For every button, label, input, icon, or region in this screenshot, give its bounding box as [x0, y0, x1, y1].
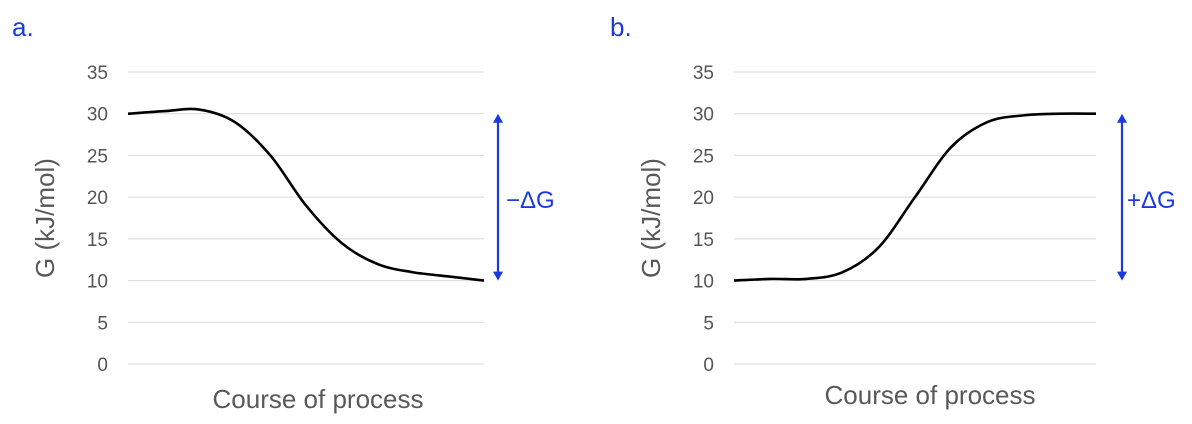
y-tick-label-5: 5: [97, 313, 108, 334]
y-tick-label-30: 30: [87, 105, 108, 126]
panel-b-y-axis-title: G (kJ/mol): [636, 158, 666, 278]
y-tick-label-25: 25: [693, 146, 714, 167]
panel-a-delta-arrowhead-bottom: [493, 271, 503, 281]
y-tick-label-0: 0: [703, 355, 714, 376]
y-tick-label-30: 30: [693, 105, 714, 126]
chart-panel-a: a. 0 5 10 15 20 25 30 35 G (kJ/mol) Course of p…: [12, 12, 555, 414]
panel-b-y-ticks: 0 5 10 15 20 25 30 35: [693, 63, 714, 376]
panel-b-series-line: [733, 112, 1097, 282]
panel-b-delta-arrowhead-bottom: [1117, 271, 1127, 281]
panel-b-label: b.: [610, 12, 632, 42]
panel-b-delta-arrow: [1117, 113, 1127, 281]
y-tick-label-35: 35: [87, 63, 108, 84]
panel-a-y-axis-title: G (kJ/mol): [30, 158, 60, 278]
y-tick-label-20: 20: [693, 188, 714, 209]
panel-a-delta-arrow: [493, 113, 503, 281]
panel-a-delta-arrowhead-top: [493, 113, 503, 123]
panel-b-x-axis-title: Course of process: [825, 380, 1036, 410]
y-tick-label-10: 10: [87, 272, 108, 293]
y-tick-label-5: 5: [703, 313, 714, 334]
y-tick-label-0: 0: [97, 355, 108, 376]
panel-a-delta-label: −ΔG: [506, 187, 555, 214]
panel-a-x-axis-title: Course of process: [213, 384, 424, 414]
panel-b-grid: [734, 71, 1096, 365]
panel-b-delta-arrowhead-top: [1117, 113, 1127, 123]
panel-a-label: a.: [12, 12, 34, 42]
panel-a-grid: [128, 71, 484, 365]
panel-b-delta-label: +ΔG: [1127, 187, 1176, 214]
panel-a-series-line: [127, 107, 485, 282]
y-tick-label-25: 25: [87, 146, 108, 167]
y-tick-label-20: 20: [87, 188, 108, 209]
panel-a-y-ticks: 0 5 10 15 20 25 30 35: [87, 63, 108, 376]
y-tick-label-10: 10: [693, 272, 714, 293]
y-tick-label-35: 35: [693, 63, 714, 84]
chart-panel-b: b. 0 5 10 15 20 25 30 35 G (kJ/mol) Course of p…: [610, 12, 1176, 410]
y-tick-label-15: 15: [693, 230, 714, 251]
y-tick-label-15: 15: [87, 230, 108, 251]
